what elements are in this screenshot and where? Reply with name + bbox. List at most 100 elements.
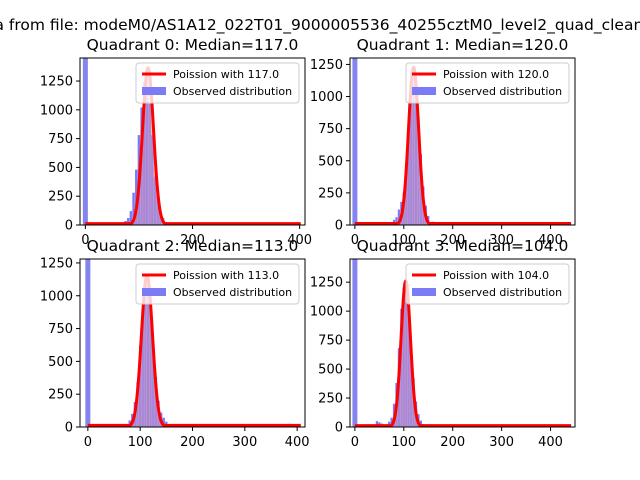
subplot-title: Quadrant 0: Median=117.0 bbox=[87, 36, 299, 54]
x-tick-label: 0 bbox=[81, 233, 89, 248]
x-tick-label: 300 bbox=[489, 233, 514, 248]
observed-bar-overlay bbox=[132, 192, 135, 225]
plot-area bbox=[85, 259, 305, 427]
subplot-quadrant-3: 0 250 500 750 1000 1250 0 100 200 300 400 Quadrant … bbox=[310, 237, 576, 450]
y-tick-label: 500 bbox=[318, 363, 343, 378]
legend-observed-label: Observed distribution bbox=[173, 286, 292, 299]
y-tick-label: 250 bbox=[48, 388, 73, 403]
plot-area bbox=[82, 58, 305, 225]
observed-bar-overlay bbox=[149, 308, 152, 427]
observed-bar-overlay bbox=[128, 420, 131, 427]
axes-frame bbox=[349, 57, 576, 226]
legend-poisson-label: Poission with 104.0 bbox=[443, 269, 549, 282]
observed-bar-overlay bbox=[162, 417, 165, 427]
legend-poisson-label: Poission with 120.0 bbox=[443, 68, 549, 81]
legend-frame bbox=[135, 263, 300, 305]
observed-bar-overlay bbox=[135, 169, 138, 225]
plot-area bbox=[352, 58, 575, 225]
y-tick-label: 1000 bbox=[310, 305, 343, 320]
observed-bar-overlay bbox=[129, 211, 133, 225]
y-tick-label: 750 bbox=[318, 122, 343, 137]
axes-frame bbox=[349, 258, 576, 428]
subplot-quadrant-0: 0 250 500 750 1000 1250 0 200 400 Quadrant 0: Med… bbox=[40, 36, 312, 248]
legend: Poission with 117.0 Observed distribution bbox=[135, 62, 300, 104]
observed-bar-overlay bbox=[402, 287, 405, 427]
figure-suptitle: Data from file: modeM0/AS1A12_022T01_900… bbox=[0, 16, 640, 35]
legend-observed-swatch bbox=[142, 87, 166, 95]
observed-bar-overlay bbox=[397, 209, 400, 225]
legend-observed-swatch bbox=[412, 87, 436, 95]
x-tick-label: 300 bbox=[489, 435, 514, 450]
x-tick-label: 0 bbox=[84, 435, 92, 450]
x-tick-label: 200 bbox=[440, 435, 465, 450]
x-tick-label: 100 bbox=[128, 435, 153, 450]
legend: Poission with 120.0 Observed distribution bbox=[405, 62, 570, 104]
x-tick-label: 0 bbox=[351, 233, 359, 248]
observed-bar-overlay bbox=[405, 163, 408, 225]
y-tick-label: 500 bbox=[48, 161, 73, 176]
legend-observed-label: Observed distribution bbox=[443, 85, 562, 98]
observed-bar-overlay bbox=[400, 308, 403, 427]
x-tick-label: 100 bbox=[391, 233, 416, 248]
y-tick-label: 1250 bbox=[40, 256, 73, 271]
observed-zero-bar bbox=[352, 259, 358, 427]
x-tick-label: 100 bbox=[391, 435, 416, 450]
y-tick-label: 1000 bbox=[40, 103, 73, 118]
y-tick-label: 1000 bbox=[310, 90, 343, 105]
observed-bar-overlay bbox=[153, 176, 157, 225]
plot-area bbox=[352, 259, 575, 427]
observed-bar-overlay bbox=[405, 290, 408, 427]
y-tick-label: 0 bbox=[65, 421, 73, 436]
observed-bar-overlay bbox=[407, 313, 410, 427]
observed-bar-overlay bbox=[141, 308, 144, 427]
y-tick-label: 0 bbox=[335, 421, 343, 436]
poisson-line bbox=[86, 273, 302, 427]
y-tick-label: 250 bbox=[48, 190, 73, 205]
poisson-fill bbox=[354, 281, 575, 427]
legend: Poission with 104.0 Observed distribution bbox=[405, 263, 570, 305]
observed-bar-overlay bbox=[139, 345, 142, 427]
legend-poisson-label: Poission with 117.0 bbox=[173, 68, 279, 81]
legend-frame bbox=[135, 62, 300, 104]
observed-bar-overlay bbox=[145, 75, 149, 225]
observed-bar-overlay bbox=[410, 345, 413, 427]
subplot-quadrant-1: 0 250 500 750 1000 1250 0 100 200 300 400 Quadrant … bbox=[310, 36, 576, 248]
y-tick-label: 1250 bbox=[40, 75, 73, 90]
y-tick-label: 250 bbox=[318, 392, 343, 407]
x-tick-label: 400 bbox=[287, 233, 312, 248]
observed-zero-bar bbox=[82, 58, 88, 225]
observed-bar-overlay bbox=[375, 421, 378, 427]
observed-bar-overlay bbox=[154, 377, 158, 427]
legend-observed-label: Observed distribution bbox=[443, 286, 562, 299]
x-tick-label: 400 bbox=[538, 233, 563, 248]
x-tick-label: 200 bbox=[180, 233, 205, 248]
observed-bar-overlay bbox=[156, 196, 159, 225]
observed-bar-overlay bbox=[407, 119, 410, 225]
observed-bar-overlay bbox=[419, 420, 422, 427]
x-tick-label: 300 bbox=[232, 435, 257, 450]
y-tick-label: 0 bbox=[65, 219, 73, 234]
observed-bar-overlay bbox=[127, 218, 130, 225]
observed-bar-overlay bbox=[152, 348, 155, 427]
poisson-line bbox=[353, 279, 573, 427]
observed-bar-overlay bbox=[412, 74, 415, 225]
legend-observed-swatch bbox=[412, 288, 436, 296]
poisson-line bbox=[84, 66, 302, 225]
y-tick-label: 500 bbox=[48, 355, 73, 370]
legend-observed-swatch bbox=[142, 288, 166, 296]
observed-zero-bar bbox=[85, 259, 91, 427]
y-tick-label: 1000 bbox=[40, 289, 73, 304]
legend: Poission with 113.0 Observed distribution bbox=[135, 263, 300, 305]
x-tick-label: 400 bbox=[285, 435, 310, 450]
observed-bar-overlay bbox=[144, 285, 147, 427]
observed-zero-bar bbox=[352, 58, 358, 225]
observed-bar-overlay bbox=[390, 417, 393, 427]
subplot-title: Quadrant 3: Median=104.0 bbox=[357, 237, 569, 255]
observed-bar-overlay bbox=[410, 83, 413, 225]
y-tick-label: 250 bbox=[318, 186, 343, 201]
observed-bar-overlay bbox=[143, 82, 146, 225]
legend-poisson-label: Poission with 113.0 bbox=[173, 269, 279, 282]
x-tick-label: 200 bbox=[180, 435, 205, 450]
